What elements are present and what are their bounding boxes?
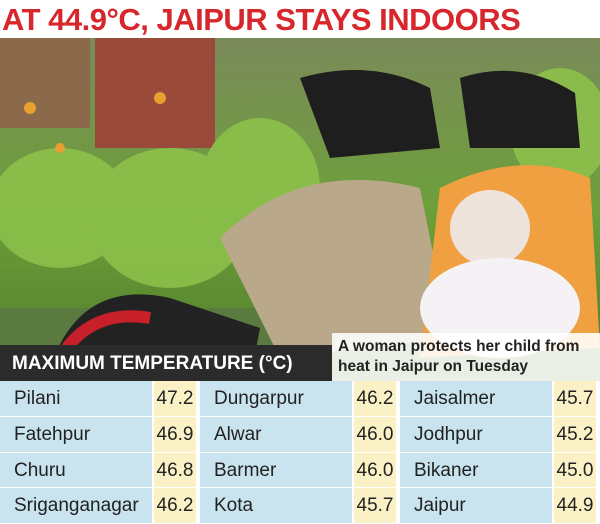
headline: AT 44.9°C, JAIPUR STAYS INDOORS: [2, 2, 521, 37]
temperature: 45.0: [554, 452, 600, 488]
city-name: Dungarpur: [200, 381, 354, 416]
city-name: Bikaner: [400, 452, 554, 488]
city-name: Barmer: [200, 452, 354, 488]
temperature: 46.8: [154, 452, 200, 488]
temperature: 46.0: [354, 416, 400, 452]
temperature: 46.2: [354, 381, 400, 416]
city-name: Churu: [0, 452, 154, 488]
table-title: MAXIMUM TEMPERATURE (°C): [0, 345, 332, 381]
temperature: 45.7: [354, 488, 400, 523]
city-name: Jaisalmer: [400, 381, 554, 416]
photo: [0, 38, 600, 381]
temperature-table: Pilani 47.2 Dungarpur 46.2 Jaisalmer 45.7 Fate…: [0, 381, 600, 524]
temperature: 46.9: [154, 416, 200, 452]
city-name: Alwar: [200, 416, 354, 452]
photo-caption: A woman protects her child from heat in …: [332, 333, 600, 381]
city-name: Kota: [200, 488, 354, 523]
city-name: Pilani: [0, 381, 154, 416]
temperature: 46.0: [354, 452, 400, 488]
table-row: Fatehpur 46.9 Alwar 46.0 Jodhpur 45.2: [0, 416, 600, 453]
table-row: Sriganganagar 46.2 Kota 45.7 Jaipur 44.9: [0, 488, 600, 524]
temperature: 44.9: [554, 488, 600, 523]
city-name: Jodhpur: [400, 416, 554, 452]
temperature: 46.2: [154, 488, 200, 523]
temperature: 45.2: [554, 416, 600, 452]
table-row: Pilani 47.2 Dungarpur 46.2 Jaisalmer 45.7: [0, 381, 600, 417]
temperature: 45.7: [554, 381, 600, 416]
city-name: Fatehpur: [0, 416, 154, 452]
temperature: 47.2: [154, 381, 200, 416]
city-name: Sriganganagar: [0, 488, 154, 523]
city-name: Jaipur: [400, 488, 554, 523]
table-row: Churu 46.8 Barmer 46.0 Bikaner 45.0: [0, 452, 600, 489]
